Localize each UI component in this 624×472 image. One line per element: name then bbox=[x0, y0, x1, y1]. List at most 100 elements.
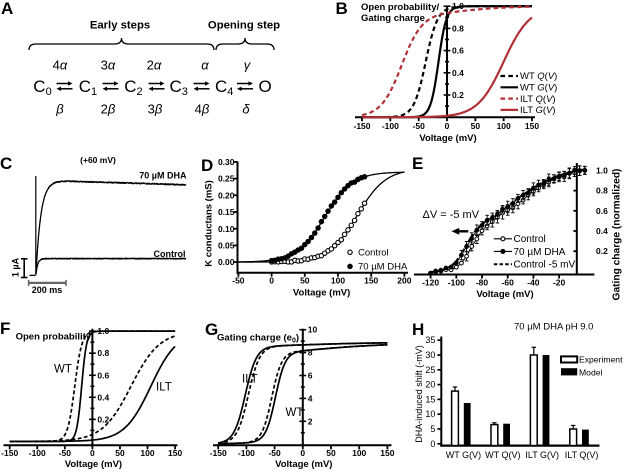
svg-text:70 µM DHA: 70 µM DHA bbox=[514, 247, 566, 258]
svg-text:-150: -150 bbox=[1, 448, 18, 458]
svg-text:-50: -50 bbox=[268, 448, 281, 458]
svg-text:0.4: 0.4 bbox=[97, 392, 109, 402]
svg-text:-150: -150 bbox=[210, 448, 227, 458]
svg-text:100: 100 bbox=[497, 121, 511, 131]
svg-text:4α: 4α bbox=[53, 58, 68, 73]
svg-text:2: 2 bbox=[308, 416, 313, 426]
svg-text:D: D bbox=[201, 156, 213, 175]
svg-text:150: 150 bbox=[380, 448, 394, 458]
svg-text:C3: C3 bbox=[170, 77, 188, 98]
svg-text:1 µA: 1 µA bbox=[11, 257, 21, 277]
svg-text:0.2: 0.2 bbox=[452, 90, 464, 100]
svg-text:100: 100 bbox=[352, 448, 366, 458]
svg-text:Control: Control bbox=[358, 247, 389, 258]
svg-text:Voltage (mV): Voltage (mV) bbox=[293, 288, 350, 299]
svg-text:Gating charge (normalized): Gating charge (normalized) bbox=[612, 169, 623, 301]
svg-text:0.6: 0.6 bbox=[596, 206, 608, 216]
svg-text:C: C bbox=[0, 154, 12, 173]
svg-text:100: 100 bbox=[140, 448, 154, 458]
svg-text:0: 0 bbox=[430, 439, 435, 449]
svg-text:δ: δ bbox=[242, 102, 250, 117]
svg-text:0.10: 0.10 bbox=[218, 224, 235, 234]
svg-text:β: β bbox=[55, 102, 64, 117]
svg-text:Voltage (mV): Voltage (mV) bbox=[65, 459, 122, 470]
svg-text:ILT Q(V): ILT Q(V) bbox=[520, 94, 556, 105]
svg-text:0: 0 bbox=[445, 121, 450, 131]
svg-text:3β: 3β bbox=[148, 102, 163, 117]
svg-text:0.4: 0.4 bbox=[452, 68, 464, 78]
svg-text:0.6: 0.6 bbox=[452, 46, 464, 56]
svg-text:-100: -100 bbox=[29, 448, 46, 458]
svg-text:ILT: ILT bbox=[242, 374, 258, 386]
svg-text:0.4: 0.4 bbox=[596, 226, 608, 236]
svg-text:Model: Model bbox=[579, 368, 602, 378]
svg-text:2β: 2β bbox=[101, 102, 116, 117]
svg-text:4β: 4β bbox=[195, 102, 210, 117]
svg-text:Opening step: Opening step bbox=[208, 20, 280, 32]
svg-text:0: 0 bbox=[300, 448, 305, 458]
svg-text:6: 6 bbox=[308, 371, 313, 381]
svg-text:30: 30 bbox=[425, 350, 435, 360]
svg-text:Early steps: Early steps bbox=[90, 20, 150, 32]
svg-text:50: 50 bbox=[300, 276, 310, 286]
svg-text:8: 8 bbox=[308, 348, 313, 358]
svg-text:Control: Control bbox=[154, 249, 186, 259]
svg-text:(+60 mV): (+60 mV) bbox=[80, 155, 116, 165]
svg-text:0: 0 bbox=[269, 276, 274, 286]
svg-text:35: 35 bbox=[425, 335, 435, 345]
svg-text:20: 20 bbox=[425, 380, 435, 390]
svg-text:-150: -150 bbox=[353, 121, 370, 131]
svg-text:B: B bbox=[336, 0, 348, 18]
svg-text:4: 4 bbox=[308, 393, 313, 403]
svg-text:-50: -50 bbox=[413, 121, 426, 131]
svg-text:Gating charge: Gating charge bbox=[361, 13, 425, 24]
svg-text:ILT: ILT bbox=[156, 382, 172, 394]
svg-text:200 ms: 200 ms bbox=[32, 285, 63, 295]
svg-text:DHA-induced shift (-mV): DHA-induced shift (-mV) bbox=[414, 345, 424, 443]
svg-text:150: 150 bbox=[364, 276, 378, 286]
svg-text:Control: Control bbox=[514, 234, 546, 245]
svg-text:150: 150 bbox=[525, 121, 539, 131]
svg-text:50: 50 bbox=[115, 448, 125, 458]
svg-text:WT G(V): WT G(V) bbox=[446, 450, 481, 460]
svg-text:-60: -60 bbox=[502, 278, 515, 288]
svg-text:0.15: 0.15 bbox=[218, 207, 235, 217]
svg-text:WT: WT bbox=[286, 407, 304, 419]
svg-text:Voltage (mV): Voltage (mV) bbox=[419, 133, 476, 144]
svg-text:-50: -50 bbox=[59, 448, 72, 458]
svg-text:ILT G(V): ILT G(V) bbox=[525, 450, 559, 460]
svg-text:150: 150 bbox=[168, 448, 182, 458]
svg-text:70 µM DHA: 70 µM DHA bbox=[358, 262, 408, 273]
svg-text:E: E bbox=[412, 154, 423, 173]
svg-text:O: O bbox=[259, 77, 272, 96]
svg-text:15: 15 bbox=[425, 394, 435, 404]
svg-text:10: 10 bbox=[425, 409, 435, 419]
svg-text:-100: -100 bbox=[448, 278, 465, 288]
svg-text:C2: C2 bbox=[124, 77, 142, 98]
svg-text:0.8: 0.8 bbox=[97, 348, 109, 358]
svg-text:1.0: 1.0 bbox=[596, 165, 608, 175]
svg-text:α: α bbox=[201, 58, 209, 73]
svg-text:WT G(V): WT G(V) bbox=[520, 83, 557, 94]
svg-text:-120: -120 bbox=[422, 278, 439, 288]
svg-text:C4: C4 bbox=[215, 77, 233, 98]
svg-text:K conductans (mS): K conductans (mS) bbox=[204, 180, 215, 267]
svg-text:H: H bbox=[412, 320, 424, 339]
svg-text:WT: WT bbox=[54, 364, 72, 376]
svg-text:0.2: 0.2 bbox=[97, 414, 109, 424]
svg-text:-80: -80 bbox=[476, 278, 489, 288]
svg-text:5: 5 bbox=[430, 424, 435, 434]
svg-text:Voltage (mV): Voltage (mV) bbox=[476, 289, 533, 300]
svg-text:C1: C1 bbox=[79, 77, 97, 98]
svg-text:70 µM DHA pH 9.0: 70 µM DHA pH 9.0 bbox=[514, 322, 593, 333]
svg-text:γ: γ bbox=[244, 58, 252, 73]
svg-text:ILT Q(V): ILT Q(V) bbox=[565, 450, 599, 460]
svg-text:WT Q(V): WT Q(V) bbox=[520, 71, 557, 82]
svg-text:2α: 2α bbox=[147, 58, 162, 73]
svg-text:0.2: 0.2 bbox=[596, 246, 608, 256]
svg-text:0.00: 0.00 bbox=[218, 257, 235, 267]
svg-text:F: F bbox=[0, 319, 10, 338]
svg-text:-50: -50 bbox=[232, 276, 245, 286]
svg-text:C0: C0 bbox=[33, 77, 51, 98]
svg-text:0: 0 bbox=[90, 448, 95, 458]
